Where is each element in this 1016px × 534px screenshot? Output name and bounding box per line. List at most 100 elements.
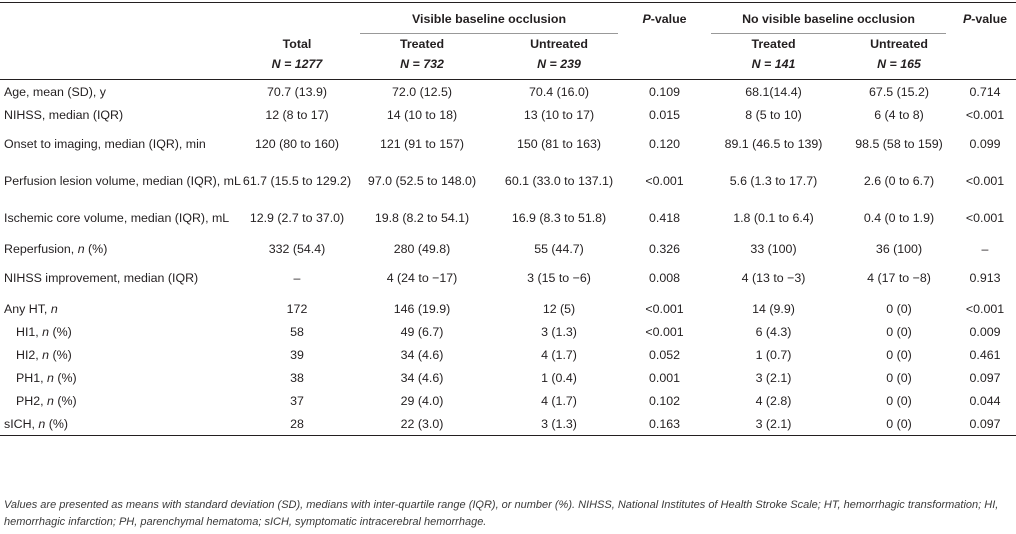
cell-visible-treated: 19.8 (8.2 to 54.1) bbox=[374, 211, 470, 225]
table-row: Any HT, n 172 146 (19.9) 12 (5) <0.001 1… bbox=[0, 297, 1016, 320]
table-row: Onset to imaging, median (IQR), min 120 … bbox=[0, 126, 1016, 163]
cell-visible-untreated: 4 (1.7) bbox=[541, 393, 577, 408]
cell-not-visible-treated: 33 (100) bbox=[750, 241, 797, 256]
col-visible-untreated: Untreated N = 239 bbox=[492, 34, 626, 80]
cell-visible-untreated: 70.4 (16.0) bbox=[529, 84, 589, 99]
cell-pvalue-2: 0.009 bbox=[969, 324, 1001, 339]
cell-pvalue-1: 0.001 bbox=[648, 370, 680, 385]
cell-pvalue-2: 0.097 bbox=[954, 412, 1016, 436]
col-total: Total N = 1277 bbox=[242, 34, 352, 80]
cell-visible-treated: 34 (4.6) bbox=[400, 347, 444, 362]
cell-not-visible-untreated: 0 (0) bbox=[886, 301, 912, 316]
cell-pvalue-1: 0.008 bbox=[648, 271, 680, 285]
cell-visible-treated: 34 (4.6) bbox=[400, 370, 444, 385]
cell-visible-untreated: 60.1 (33.0 to 137.1) bbox=[504, 174, 614, 188]
cell-visible-untreated: 3 (1.3) bbox=[492, 412, 626, 436]
table-row: HI1, n (%) 58 49 (6.7) 3 (1.3) <0.001 6 … bbox=[0, 320, 1016, 343]
cell-visible-untreated: 13 (10 to 17) bbox=[523, 107, 595, 122]
cell-not-visible-treated: 3 (2.1) bbox=[703, 412, 844, 436]
cell-total: 12.9 (2.7 to 37.0) bbox=[249, 211, 345, 225]
group-header-not-visible: No visible baseline occlusion bbox=[703, 2, 954, 34]
table-row: HI2, n (%) 39 34 (4.6) 4 (1.7) 0.052 1 (… bbox=[0, 343, 1016, 366]
table-row: sICH, n (%) 28 22 (3.0) 3 (1.3) 0.163 3 … bbox=[0, 412, 1016, 436]
table-row: PH2, n (%) 37 29 (4.0) 4 (1.7) 0.102 4 (… bbox=[0, 389, 1016, 412]
table-footnote: Values are presented as means with stand… bbox=[4, 499, 999, 528]
cell-visible-treated: 14 (10 to 18) bbox=[386, 107, 458, 122]
cell-not-visible-untreated: 0 (0) bbox=[886, 347, 912, 362]
cell-visible-treated: 280 (49.8) bbox=[393, 241, 451, 256]
cell-total: 28 bbox=[242, 412, 352, 436]
cell-not-visible-treated: 3 (2.1) bbox=[755, 370, 792, 385]
cell-pvalue-2: <0.001 bbox=[965, 107, 1005, 122]
cell-not-visible-treated: 5.6 (1.3 to 17.7) bbox=[729, 174, 818, 188]
table-row: NIHSS improvement, median (IQR) – 4 (24 … bbox=[0, 260, 1016, 297]
cell-not-visible-untreated: 0 (0) bbox=[886, 324, 912, 339]
cell-visible-untreated: 55 (44.7) bbox=[534, 241, 584, 256]
cell-visible-treated: 4 (24 to −17) bbox=[386, 271, 458, 285]
cell-not-visible-treated: 6 (4.3) bbox=[755, 324, 792, 339]
row-label: PH2, n (%) bbox=[16, 393, 77, 408]
cell-visible-untreated: 12 (5) bbox=[542, 301, 576, 316]
cell-not-visible-treated: 4 (2.8) bbox=[755, 393, 792, 408]
cell-pvalue-2: 0.913 bbox=[969, 271, 1001, 285]
cell-not-visible-untreated: 0 (0) bbox=[844, 412, 954, 436]
cell-not-visible-treated: 89.1 (46.5 to 139) bbox=[724, 137, 823, 151]
cell-total: – bbox=[293, 271, 301, 285]
cell-not-visible-untreated: 4 (17 to −8) bbox=[867, 271, 931, 285]
cell-visible-treated: 146 (19.9) bbox=[393, 301, 451, 316]
cell-visible-untreated: 150 (81 to 163) bbox=[516, 137, 602, 151]
cell-total: 12 (8 to 17) bbox=[265, 107, 329, 122]
cell-visible-untreated: 4 (1.7) bbox=[541, 347, 577, 362]
cell-not-visible-untreated: 0.4 (0 to 1.9) bbox=[863, 211, 935, 225]
cell-total: 172 bbox=[286, 301, 308, 316]
data-table: Visible baseline occlusion P-value No vi… bbox=[0, 2, 1016, 436]
cell-not-visible-untreated: 0 (0) bbox=[886, 393, 912, 408]
row-label: Onset to imaging, median (IQR), min bbox=[4, 137, 206, 151]
cell-pvalue-2: – bbox=[981, 241, 989, 256]
cell-total: 61.7 (15.5 to 129.2) bbox=[242, 174, 352, 188]
group-header-visible: Visible baseline occlusion bbox=[352, 2, 626, 34]
table-row: Age, mean (SD), y 70.7 (13.9) 72.0 (12.5… bbox=[0, 80, 1016, 104]
cell-total: 70.7 (13.9) bbox=[267, 84, 327, 99]
cell-not-visible-untreated: 67.5 (15.2) bbox=[869, 84, 929, 99]
cell-not-visible-treated: 8 (5 to 10) bbox=[745, 107, 802, 122]
cell-not-visible-treated: 1 (0.7) bbox=[755, 347, 792, 362]
cell-visible-untreated: 1 (0.4) bbox=[541, 370, 577, 385]
cell-visible-untreated: 3 (15 to −6) bbox=[527, 271, 591, 285]
pvalue-header-1: P-value bbox=[626, 2, 703, 34]
row-label: Ischemic core volume, median (IQR), mL bbox=[4, 211, 230, 225]
cell-pvalue-1: 0.109 bbox=[648, 84, 680, 99]
cell-total: 39 bbox=[290, 347, 304, 362]
cell-visible-treated: 121 (91 to 157) bbox=[379, 137, 465, 151]
cell-pvalue-1: 0.102 bbox=[648, 393, 680, 408]
cell-pvalue-1: 0.015 bbox=[648, 107, 680, 122]
cell-not-visible-treated: 14 (9.9) bbox=[752, 301, 795, 316]
cell-pvalue-1: 0.418 bbox=[648, 211, 680, 225]
cell-pvalue-1: <0.001 bbox=[645, 301, 684, 316]
cell-pvalue-2: <0.001 bbox=[965, 301, 1005, 316]
table-row: Ischemic core volume, median (IQR), mL 1… bbox=[0, 200, 1016, 237]
cell-not-visible-untreated: 98.5 (58 to 159) bbox=[855, 137, 943, 151]
cell-not-visible-treated: 68.1(14.4) bbox=[745, 84, 802, 99]
cell-visible-untreated: 16.9 (8.3 to 51.8) bbox=[511, 211, 607, 225]
cell-pvalue-1: <0.001 bbox=[645, 174, 684, 188]
row-label: Reperfusion, n (%) bbox=[4, 241, 108, 256]
cell-pvalue-2: 0.714 bbox=[969, 84, 1001, 99]
row-label: PH1, n (%) bbox=[16, 370, 77, 385]
cell-total: 332 (54.4) bbox=[268, 241, 326, 256]
row-label: HI2, n (%) bbox=[16, 347, 72, 362]
cell-pvalue-2: <0.001 bbox=[965, 174, 1005, 188]
row-label: sICH, n (%) bbox=[0, 412, 242, 436]
table-row: PH1, n (%) 38 34 (4.6) 1 (0.4) 0.001 3 (… bbox=[0, 366, 1016, 389]
cell-not-visible-untreated: 2.6 (0 to 6.7) bbox=[863, 174, 935, 188]
cell-not-visible-untreated: 36 (100) bbox=[875, 241, 923, 256]
cell-visible-untreated: 3 (1.3) bbox=[541, 324, 577, 339]
col-visible-treated: Treated N = 732 bbox=[352, 34, 492, 80]
cell-pvalue-1: 0.326 bbox=[648, 241, 680, 256]
row-label: HI1, n (%) bbox=[16, 324, 72, 339]
table-row: Reperfusion, n (%) 332 (54.4) 280 (49.8)… bbox=[0, 237, 1016, 260]
cell-pvalue-1: <0.001 bbox=[645, 324, 684, 339]
cell-pvalue-1: 0.163 bbox=[626, 412, 703, 436]
row-label: Perfusion lesion volume, median (IQR), m… bbox=[4, 174, 241, 188]
